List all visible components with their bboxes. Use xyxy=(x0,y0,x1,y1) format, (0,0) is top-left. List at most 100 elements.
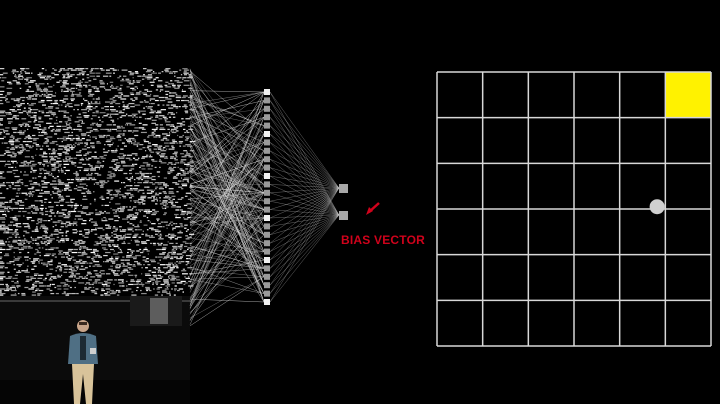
input-pixel xyxy=(32,134,36,137)
input-pixel xyxy=(132,265,136,267)
input-pixel xyxy=(67,259,71,261)
input-pixel xyxy=(176,112,178,114)
input-pixel xyxy=(27,251,30,254)
input-pixel xyxy=(176,282,183,284)
input-pixel xyxy=(25,270,28,272)
input-pixel xyxy=(14,145,20,147)
input-pixel xyxy=(10,160,17,162)
input-pixel xyxy=(97,116,100,118)
input-pixel xyxy=(150,102,155,105)
input-pixel xyxy=(138,122,142,124)
input-pixel xyxy=(5,182,11,184)
input-pixel xyxy=(72,224,74,226)
input-pixel xyxy=(133,178,136,181)
input-pixel xyxy=(24,198,28,200)
connection-line xyxy=(189,116,265,210)
input-pixel xyxy=(104,144,106,146)
input-pixel xyxy=(173,271,178,273)
input-pixel xyxy=(65,169,70,172)
input-pixel xyxy=(110,198,113,200)
input-pixel xyxy=(57,178,61,181)
input-pixel xyxy=(122,133,125,135)
input-pixel xyxy=(34,200,39,202)
input-pixel xyxy=(185,144,191,146)
input-pixel xyxy=(39,95,42,97)
input-pixel xyxy=(12,162,14,164)
input-pixel xyxy=(77,144,80,146)
input-pixel xyxy=(17,189,20,191)
connection-line xyxy=(269,187,340,252)
input-pixel xyxy=(46,99,53,102)
input-pixel xyxy=(46,265,48,267)
input-pixel xyxy=(27,125,31,127)
input-pixel xyxy=(164,84,168,86)
input-pixel xyxy=(88,172,90,175)
input-pixel xyxy=(168,95,175,97)
connection-line xyxy=(189,175,265,321)
input-pixel xyxy=(40,90,43,93)
input-pixel xyxy=(99,119,101,121)
input-pixel xyxy=(136,213,139,216)
input-pixel xyxy=(94,264,100,266)
input-pixel xyxy=(3,254,10,257)
input-pixel xyxy=(85,213,91,216)
input-pixel xyxy=(57,128,61,131)
input-pixel xyxy=(147,253,149,255)
input-pixel xyxy=(189,95,193,97)
input-pixel xyxy=(70,201,74,203)
input-pixel xyxy=(161,248,166,251)
input-pixel xyxy=(157,147,162,149)
input-pixel xyxy=(16,83,21,85)
input-pixel xyxy=(26,276,30,278)
input-pixel xyxy=(175,223,178,225)
input-pixel xyxy=(24,271,30,273)
input-pixel xyxy=(113,250,115,252)
input-pixel xyxy=(142,113,146,115)
input-pixel xyxy=(49,209,54,211)
input-pixel xyxy=(25,68,30,70)
input-pixel xyxy=(133,258,137,260)
input-pixel xyxy=(173,223,176,225)
input-pixel xyxy=(70,148,74,150)
input-pixel xyxy=(26,89,30,91)
input-pixel xyxy=(12,277,18,279)
input-pixel xyxy=(111,151,117,153)
input-pixel xyxy=(152,80,155,82)
input-pixel xyxy=(77,218,83,220)
input-pixel xyxy=(29,147,33,149)
input-pixel xyxy=(61,171,64,173)
input-pixel xyxy=(63,291,66,293)
input-pixel xyxy=(55,144,59,146)
input-pixel xyxy=(109,115,111,117)
input-pixel xyxy=(2,182,5,184)
input-pixel xyxy=(41,112,45,114)
input-pixel xyxy=(187,248,189,251)
input-pixel xyxy=(132,116,134,118)
input-pixel xyxy=(174,213,179,216)
input-pixel xyxy=(8,83,13,85)
hidden-node xyxy=(264,89,270,95)
input-pixel xyxy=(155,77,159,79)
input-pixel xyxy=(76,185,78,187)
input-pixel xyxy=(129,206,131,208)
input-pixel xyxy=(154,210,159,213)
input-pixel xyxy=(106,136,108,138)
input-pixel xyxy=(60,86,66,88)
input-pixel xyxy=(183,250,187,252)
input-pixel xyxy=(137,229,143,231)
input-pixel xyxy=(0,112,5,114)
input-pixel xyxy=(74,93,81,96)
input-pixel xyxy=(6,188,9,190)
input-pixel xyxy=(65,137,72,140)
input-pixel xyxy=(73,280,77,283)
input-pixel xyxy=(36,223,39,225)
input-pixel xyxy=(111,87,118,89)
input-pixel xyxy=(10,166,14,169)
input-pixel xyxy=(83,154,87,156)
input-pixel xyxy=(153,136,158,138)
input-pixel xyxy=(33,206,38,208)
input-pixel xyxy=(67,118,71,120)
input-pixel xyxy=(189,250,193,252)
input-pixel xyxy=(31,230,34,232)
input-pixel xyxy=(67,68,73,70)
